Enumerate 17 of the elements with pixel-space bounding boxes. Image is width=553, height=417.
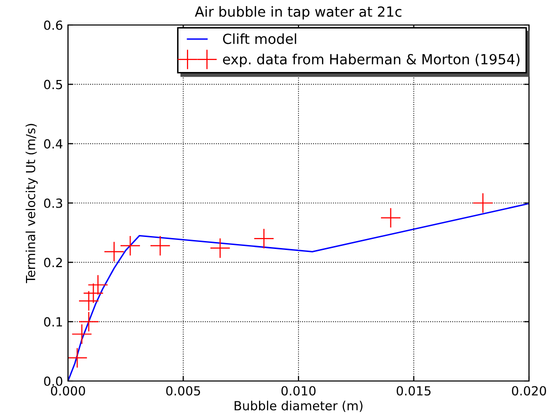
x-axis-title: Bubble diameter (m) <box>234 400 362 412</box>
legend-label: Clift model <box>223 33 296 44</box>
y-tick-label: 0.6 <box>44 20 62 30</box>
y-axis-title: Terminal velocity Ut (m/s) <box>26 124 38 284</box>
y-tick-label: 0.2 <box>44 258 62 268</box>
y-tick-label: 0.5 <box>44 80 62 90</box>
chart-title: Air bubble in tap water at 21c <box>194 6 402 20</box>
legend-label: exp. data from Haberman & Morton (1954) <box>223 54 520 68</box>
y-tick-label: 0.0 <box>44 376 62 386</box>
x-tick-label: 0.010 <box>281 386 316 396</box>
y-tick-label: 0.1 <box>44 317 62 327</box>
y-tick-label: 0.3 <box>44 198 62 208</box>
x-tick-label: 0.000 <box>50 386 86 396</box>
x-tick-label: 0.005 <box>166 386 200 396</box>
x-tick-label: 0.020 <box>512 386 546 396</box>
x-tick-label: 0.015 <box>396 386 431 396</box>
y-tick-label: 0.4 <box>44 139 62 149</box>
